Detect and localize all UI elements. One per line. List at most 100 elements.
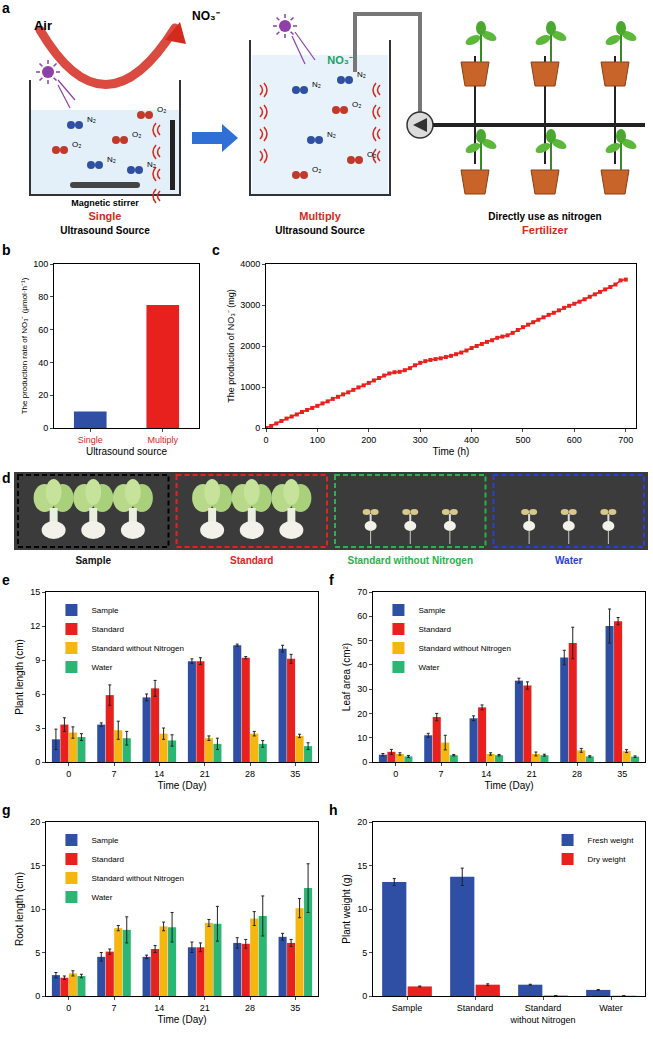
- svg-text:300: 300: [413, 435, 428, 445]
- svg-text:N₂: N₂: [357, 70, 366, 79]
- svg-text:20: 20: [30, 817, 40, 827]
- svg-text:0: 0: [35, 757, 40, 767]
- svg-text:O₂: O₂: [72, 140, 81, 149]
- svg-text:14: 14: [481, 769, 491, 779]
- svg-text:Sample: Sample: [418, 606, 446, 615]
- svg-text:0: 0: [43, 423, 48, 433]
- svg-text:Ultrasound Source: Ultrasound Source: [60, 225, 150, 236]
- svg-text:35: 35: [290, 1003, 300, 1013]
- svg-text:Ultrasound source: Ultrasound source: [86, 446, 168, 457]
- svg-text:The production rate of NO₃⁻ (μ: The production rate of NO₃⁻ (μmol·h⁻¹): [20, 277, 29, 414]
- svg-text:0: 0: [393, 769, 398, 779]
- svg-text:Water: Water: [418, 663, 439, 672]
- svg-text:Sample: Sample: [91, 836, 119, 845]
- svg-text:600: 600: [567, 435, 582, 445]
- svg-text:Leaf area (cm²): Leaf area (cm²): [341, 643, 352, 711]
- svg-text:60: 60: [357, 611, 367, 621]
- svg-text:1000: 1000: [240, 382, 260, 392]
- svg-text:3000: 3000: [240, 300, 260, 310]
- svg-text:N₂: N₂: [147, 160, 156, 169]
- svg-text:100: 100: [33, 259, 48, 269]
- svg-text:Standard without Nitrogen: Standard without Nitrogen: [418, 644, 511, 653]
- svg-text:Time (Day): Time (Day): [484, 780, 533, 791]
- svg-text:N₂: N₂: [87, 115, 96, 124]
- svg-text:500: 500: [515, 435, 530, 445]
- svg-text:20: 20: [357, 709, 367, 719]
- svg-text:Dry weight: Dry weight: [588, 855, 627, 864]
- svg-text:O₂: O₂: [132, 130, 141, 139]
- svg-text:Time (h): Time (h): [433, 446, 470, 457]
- svg-text:Standard without Nitrogen: Standard without Nitrogen: [91, 874, 184, 883]
- svg-text:14: 14: [154, 769, 164, 779]
- svg-text:Water: Water: [91, 893, 112, 902]
- svg-text:0: 0: [362, 757, 367, 767]
- svg-text:Sample: Sample: [392, 1003, 423, 1013]
- svg-text:Standard: Standard: [91, 855, 123, 864]
- svg-text:28: 28: [245, 1003, 255, 1013]
- svg-text:Standardwithout Nitrogen: Standardwithout Nitrogen: [509, 1003, 575, 1025]
- svg-text:0: 0: [66, 769, 71, 779]
- svg-text:Standard: Standard: [418, 625, 450, 634]
- svg-text:Single: Single: [78, 435, 103, 445]
- svg-text:15: 15: [30, 861, 40, 871]
- svg-text:Fresh weight: Fresh weight: [588, 836, 635, 845]
- svg-text:4000: 4000: [240, 259, 260, 269]
- svg-text:20: 20: [357, 817, 367, 827]
- svg-text:35: 35: [617, 769, 627, 779]
- svg-text:0: 0: [255, 423, 260, 433]
- svg-text:400: 400: [464, 435, 479, 445]
- svg-text:Magnetic stirrer: Magnetic stirrer: [71, 198, 139, 208]
- svg-text:NO₃⁻: NO₃⁻: [327, 54, 353, 66]
- svg-text:100: 100: [310, 435, 325, 445]
- svg-text:7: 7: [111, 769, 116, 779]
- svg-text:N₂: N₂: [327, 130, 336, 139]
- svg-text:The production of NO₃⁻ (mg): The production of NO₃⁻ (mg): [226, 289, 236, 403]
- svg-text:Water: Water: [599, 1003, 623, 1013]
- svg-text:35: 35: [290, 769, 300, 779]
- svg-text:5: 5: [362, 948, 367, 958]
- svg-text:Root length (cm): Root length (cm): [14, 872, 25, 946]
- svg-text:10: 10: [357, 904, 367, 914]
- svg-text:15: 15: [357, 861, 367, 871]
- svg-text:O₂: O₂: [367, 150, 376, 159]
- svg-text:NO₃⁻: NO₃⁻: [192, 9, 220, 23]
- svg-text:7: 7: [111, 1003, 116, 1013]
- svg-text:0: 0: [66, 1003, 71, 1013]
- svg-text:Standard: Standard: [457, 1003, 494, 1013]
- svg-text:Plant length (cm): Plant length (cm): [14, 639, 25, 715]
- svg-text:12: 12: [30, 621, 40, 631]
- svg-text:9: 9: [35, 655, 40, 665]
- svg-text:6: 6: [35, 689, 40, 699]
- svg-text:Standard without Nitrogen: Standard without Nitrogen: [347, 555, 473, 566]
- svg-text:Time (Day): Time (Day): [157, 780, 206, 791]
- svg-text:Water: Water: [555, 555, 583, 566]
- svg-text:20: 20: [38, 390, 48, 400]
- svg-text:700: 700: [618, 435, 633, 445]
- svg-text:0: 0: [35, 991, 40, 1001]
- svg-text:O₂: O₂: [312, 165, 321, 174]
- svg-text:200: 200: [361, 435, 376, 445]
- svg-text:Plant weight (g): Plant weight (g): [341, 874, 352, 943]
- svg-text:21: 21: [200, 1003, 210, 1013]
- svg-text:70: 70: [357, 587, 367, 597]
- svg-text:21: 21: [527, 769, 537, 779]
- svg-text:Multiply: Multiply: [147, 435, 178, 445]
- svg-text:Standard: Standard: [230, 555, 273, 566]
- svg-text:O₂: O₂: [157, 105, 166, 114]
- svg-text:Time (Day): Time (Day): [157, 1014, 206, 1025]
- svg-text:7: 7: [438, 769, 443, 779]
- svg-text:0: 0: [263, 435, 268, 445]
- svg-text:14: 14: [154, 1003, 164, 1013]
- svg-text:Sample: Sample: [91, 606, 119, 615]
- svg-text:Ultrasound Source: Ultrasound Source: [275, 225, 365, 236]
- svg-text:Multiply: Multiply: [299, 210, 341, 222]
- svg-text:21: 21: [200, 769, 210, 779]
- svg-text:28: 28: [572, 769, 582, 779]
- svg-text:Single: Single: [88, 210, 121, 222]
- svg-text:Standard: Standard: [91, 625, 123, 634]
- svg-text:10: 10: [357, 733, 367, 743]
- svg-text:Sample: Sample: [75, 555, 111, 566]
- svg-text:30: 30: [357, 684, 367, 694]
- svg-text:O₂: O₂: [352, 100, 361, 109]
- svg-text:Directly use as nitrogen: Directly use as nitrogen: [488, 211, 601, 222]
